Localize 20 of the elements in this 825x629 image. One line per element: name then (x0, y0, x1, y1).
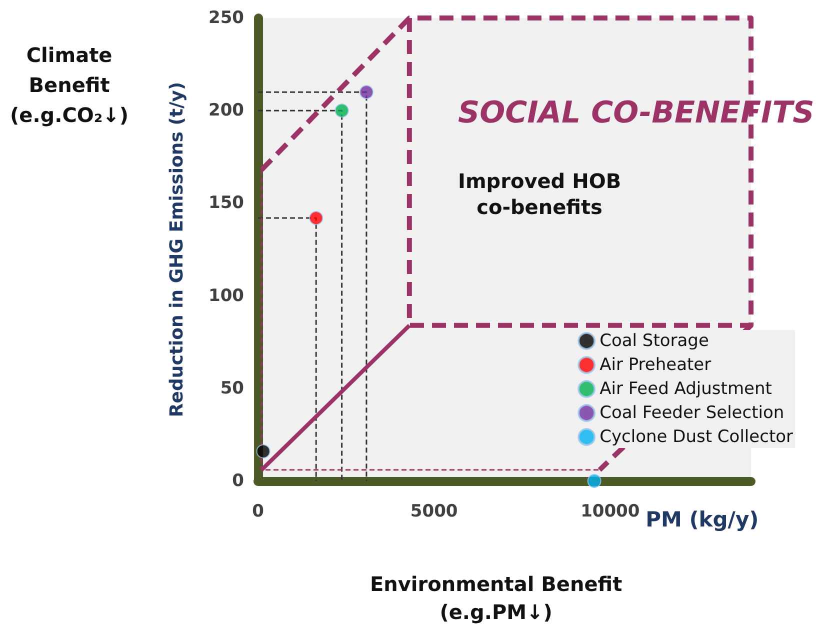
legend-label: Air Preheater (600, 355, 712, 375)
x-tick-label: 10000 (580, 502, 640, 522)
y-tick-label: 200 (208, 100, 244, 121)
legend-label: Air Feed Adjustment (600, 379, 772, 399)
annotation: Improved HOB co-benefits (458, 169, 622, 219)
y-tick-label: 50 (220, 378, 244, 398)
y-tick-label: 250 (208, 8, 244, 28)
legend-label: Cyclone Dust Collector (600, 427, 794, 447)
text: Environmental Benefit (e.g.PM↓) (370, 572, 623, 624)
annotation: SOCIAL CO-BENEFITS (458, 96, 814, 130)
y-axis-title: Reduction in GHG Emissions (t/y) (166, 82, 188, 418)
x-axis-title: PM (kg/y) (646, 508, 759, 532)
legend-label: Coal Storage (600, 331, 709, 351)
x-tick-label: 5000 (410, 502, 458, 522)
y-tick-label: 0 (232, 471, 244, 491)
legend-label: Coal Feeder Selection (600, 403, 784, 423)
text: Climate Benefit (e.g.CO₂↓) (10, 43, 129, 127)
y-tick-label: 150 (208, 193, 244, 214)
y-tick-label: 100 (208, 286, 244, 306)
x-tick-label: 0 (252, 502, 264, 522)
